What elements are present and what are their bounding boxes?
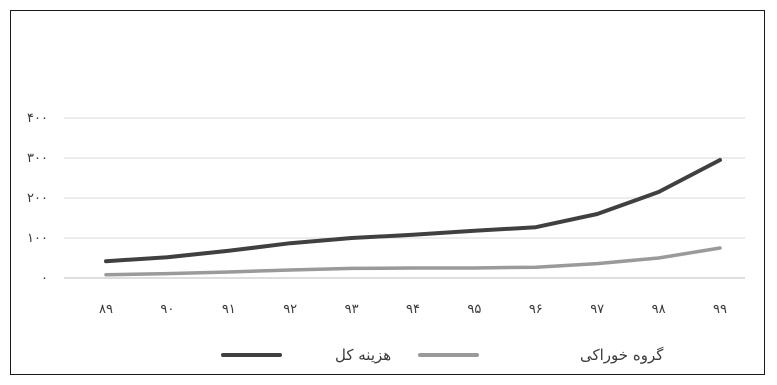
legend: هزینه کل گروه خوراکی (221, 346, 664, 364)
series-line (104, 246, 722, 277)
x-tick-label: ۹۹ (713, 302, 727, 317)
gridlines (64, 117, 745, 279)
x-tick-label: ۸۹ (99, 302, 113, 317)
legend-label: گروه خوراکی (580, 346, 664, 364)
series-line (104, 158, 722, 264)
chart-frame (10, 10, 765, 375)
x-tick-label: ۹۸ (652, 302, 666, 317)
y-tick-label: ۳۰۰ (27, 151, 48, 166)
y-tick-label: ۴۰۰ (27, 111, 48, 126)
y-tick-label: ۲۰۰ (27, 191, 48, 206)
x-tick-label: ۹۷ (590, 302, 604, 317)
legend-label: هزینه کل (335, 346, 391, 364)
y-axis-ticks: ۰ ۱۰۰ ۲۰۰ ۳۰۰ ۴۰۰ (27, 111, 48, 286)
x-tick-label: ۹۴ (406, 302, 420, 317)
x-tick-label: ۹۵ (467, 302, 481, 317)
x-axis-ticks: ۸۹ ۹۰ ۹۱ ۹۲ ۹۳ ۹۴ ۹۵ ۹۶ ۹۷ ۹۸ ۹۹ (99, 302, 727, 317)
x-tick-label: ۹۶ (529, 302, 543, 317)
x-tick-label: ۹۰ (160, 302, 174, 317)
y-tick-label: ۱۰۰ (27, 231, 48, 246)
x-tick-label: ۹۳ (345, 302, 359, 317)
y-tick-label: ۰ (41, 271, 48, 286)
series-lines (104, 158, 722, 277)
x-tick-label: ۹۱ (222, 302, 236, 317)
x-tick-label: ۹۲ (283, 302, 297, 317)
